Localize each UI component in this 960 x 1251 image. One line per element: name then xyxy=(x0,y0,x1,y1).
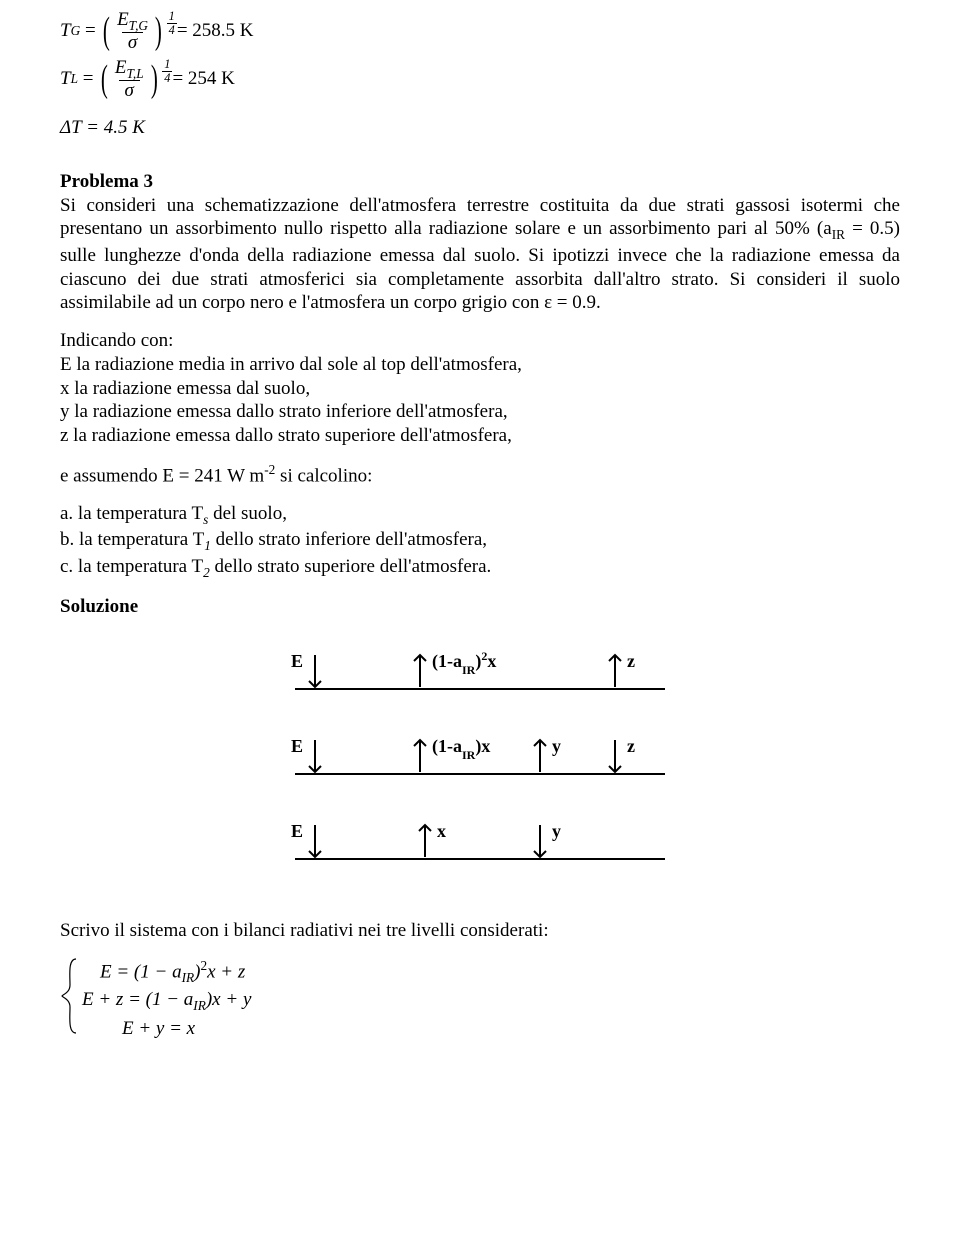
svg-text:E: E xyxy=(291,736,303,756)
svg-text:z: z xyxy=(627,736,635,756)
radiative-diagram: E (1-aIR)2x z E (1-aIR)x y z Ex y xyxy=(265,639,695,889)
def-x: x la radiazione emessa dal suolo, xyxy=(60,377,900,401)
equation-system: E = (1 − aIR)2x + z E + z = (1 − aIR)x +… xyxy=(60,957,900,1042)
problem-title: Problema 3 xyxy=(60,171,153,192)
ask-c2: dello strato superiore dell'atmosfera. xyxy=(210,556,491,577)
deltaT-text: ΔT = 4.5 K xyxy=(60,117,145,138)
eq-tl-sub: L xyxy=(71,71,78,88)
def-E: E la radiazione media in arrivo dal sole… xyxy=(60,353,900,377)
def-y: y la radiazione emessa dallo strato infe… xyxy=(60,400,900,424)
eq-tg-sym: T xyxy=(60,19,71,43)
eq-tl-rhs: = 254 K xyxy=(172,67,234,91)
eq-tg-den: σ xyxy=(122,32,143,52)
eq-tg-rhs: = 258.5 K xyxy=(177,19,254,43)
svg-text:y: y xyxy=(552,736,561,756)
eq-tg-equal: = xyxy=(80,19,100,43)
svg-text:E: E xyxy=(291,821,303,841)
assume-sup: -2 xyxy=(264,462,275,477)
eq-tl-num-sub: T,L xyxy=(126,66,143,81)
ask-a1: a. la temperatura T xyxy=(60,503,203,524)
assume-line: e assumendo E = 241 W m-2 si calcolino: xyxy=(60,462,900,488)
ask-b1: b. la temperatura T xyxy=(60,529,204,550)
ask-list: a. la temperatura Ts del suolo, b. la te… xyxy=(60,502,900,581)
equation-tg: TG = ( ET,G σ ) 14 = 258.5 K xyxy=(60,10,900,52)
def-z: z la radiazione emessa dallo strato supe… xyxy=(60,424,900,448)
sys-eq1: E = (1 − aIR)2x + z xyxy=(82,957,251,988)
svg-text:x: x xyxy=(437,821,446,841)
svg-text:z: z xyxy=(627,651,635,671)
eq-tg-frac: ( ET,G σ ) xyxy=(100,10,164,52)
eq-tl-pow: 14 xyxy=(162,66,172,92)
ask-c1: c. la temperatura T xyxy=(60,556,203,577)
eq-tl-sym: T xyxy=(60,67,71,91)
svg-text:y: y xyxy=(552,821,561,841)
eq-tg-num: E xyxy=(117,9,129,30)
sys-eq3: E + y = x xyxy=(82,1016,251,1042)
brace-icon xyxy=(60,957,82,1035)
eq-tg-num-sub: T,G xyxy=(129,18,148,33)
eq-tl-frac: ( ET,L σ ) xyxy=(98,58,160,100)
eq-tl-num: E xyxy=(115,57,127,78)
ask-a2: del suolo, xyxy=(208,503,287,524)
svg-text:E: E xyxy=(291,651,303,671)
svg-text:(1-aIR)x: (1-aIR)x xyxy=(432,736,490,762)
sys-eq2: E + z = (1 − aIR)x + y xyxy=(82,987,251,1015)
ask-c-sub: 2 xyxy=(203,565,210,580)
problem-body-a: Si consideri una schematizzazione dell'a… xyxy=(60,195,900,240)
eq-tl-equal: = xyxy=(78,67,98,91)
problem-body-a-sub: IR xyxy=(832,227,845,242)
indicando: Indicando con: xyxy=(60,329,900,353)
after-diagram: Scrivo il sistema con i bilanci radiativ… xyxy=(60,919,900,943)
eq-tl-den: σ xyxy=(119,80,140,100)
assume-a: e assumendo E = 241 W m xyxy=(60,465,264,486)
equation-deltaT: ΔT = 4.5 K xyxy=(60,116,900,140)
svg-text:(1-aIR)2x: (1-aIR)2x xyxy=(432,649,496,677)
assume-b: si calcolino: xyxy=(275,465,372,486)
ask-b-sub: 1 xyxy=(204,538,211,553)
solution-heading: Soluzione xyxy=(60,596,138,617)
eq-tg-pow: 14 xyxy=(167,18,177,44)
eq-tg-sub: G xyxy=(71,23,81,40)
equation-tl: TL = ( ET,L σ ) 14 = 254 K xyxy=(60,58,900,100)
ask-b2: dello strato inferiore dell'atmosfera, xyxy=(211,529,487,550)
